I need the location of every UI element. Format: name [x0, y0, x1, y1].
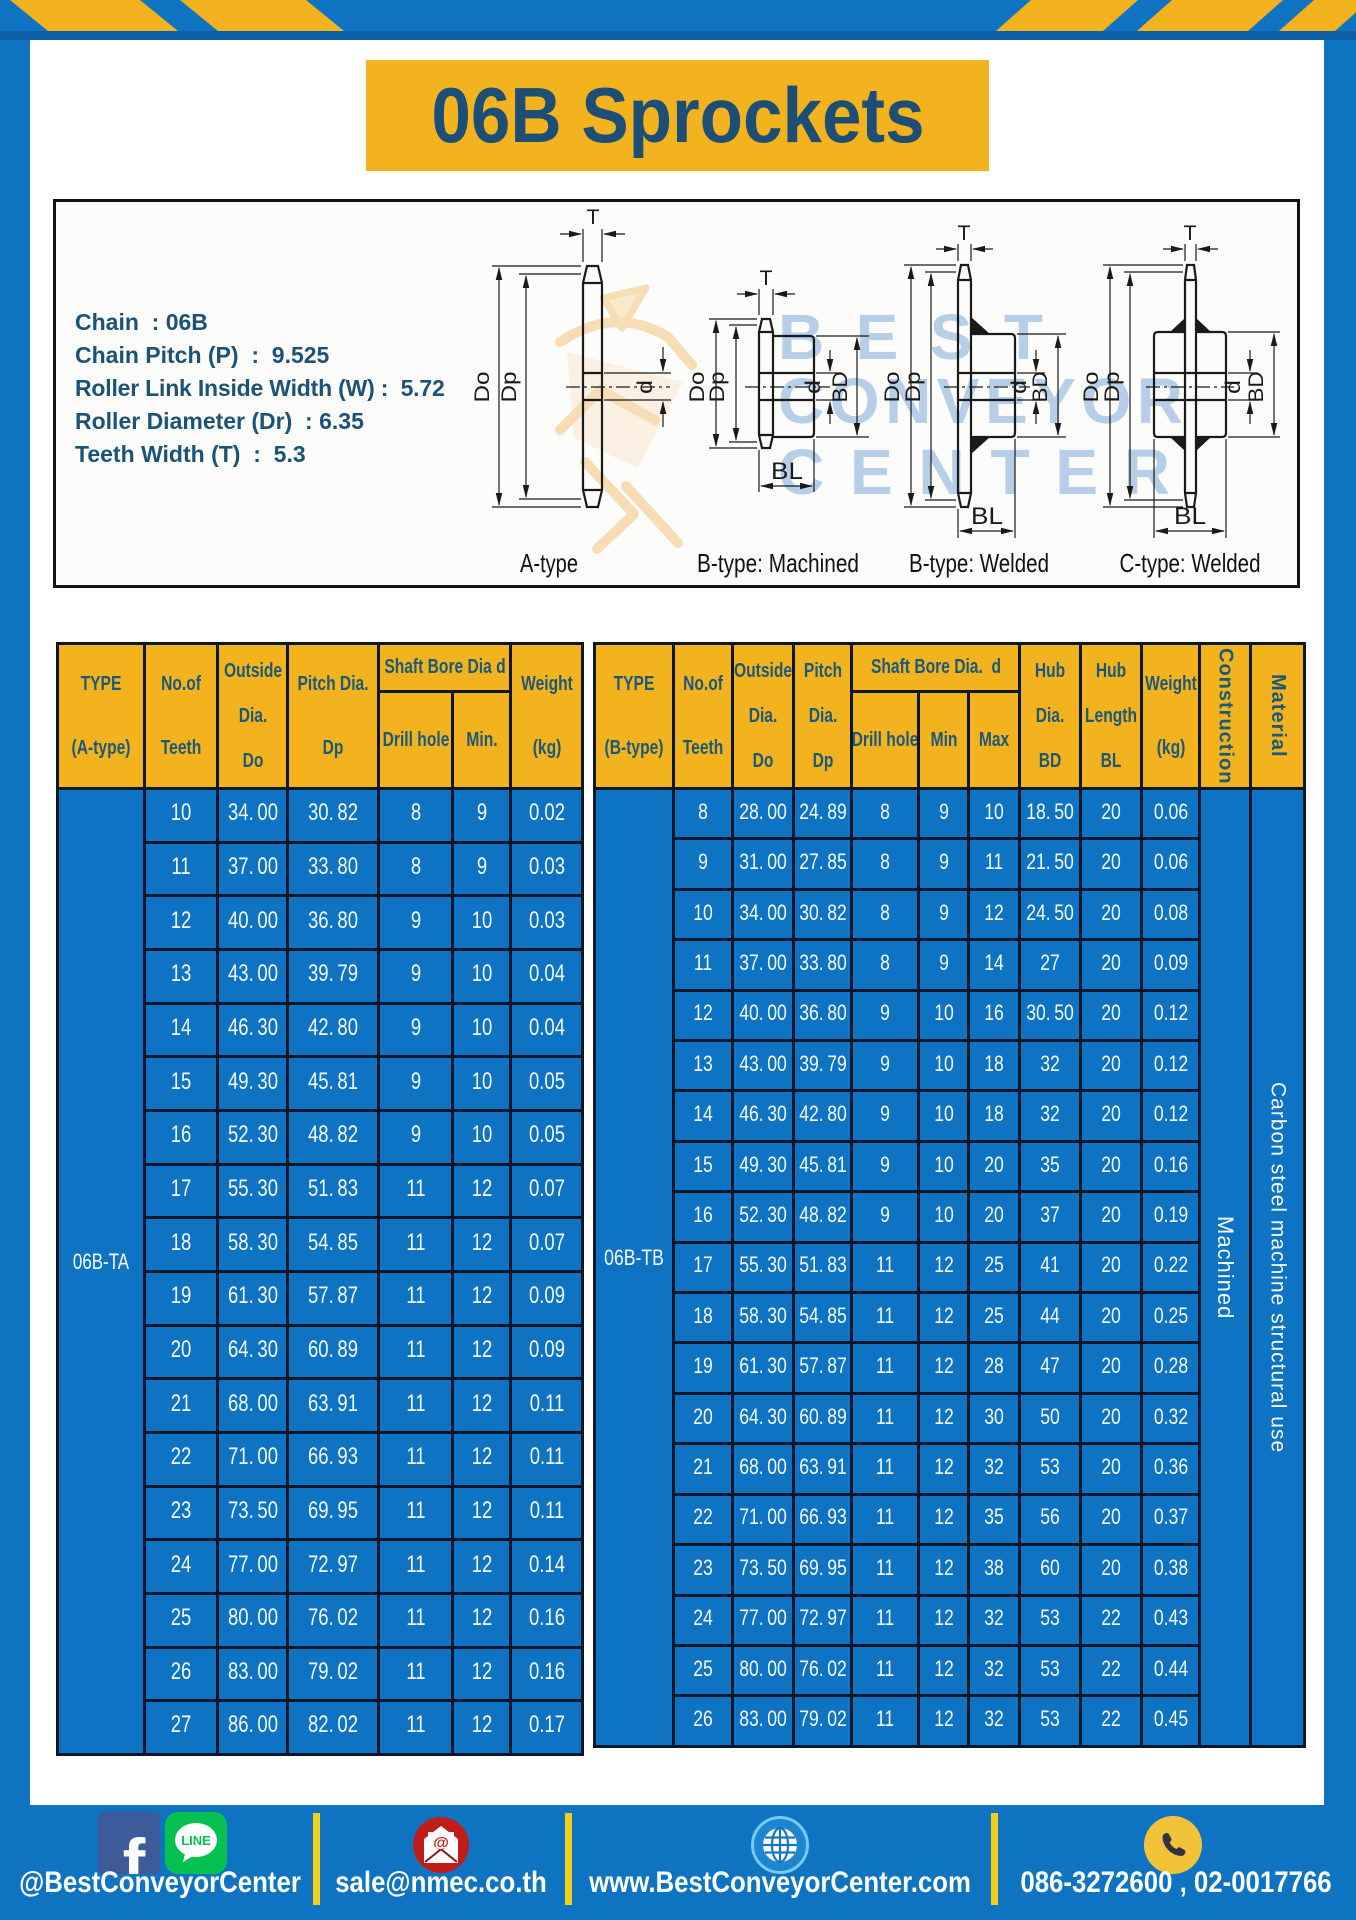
svg-text:f: f	[123, 1825, 146, 1874]
svg-text:Do: Do	[881, 372, 904, 403]
svg-text:T: T	[760, 267, 773, 290]
svg-text:BD: BD	[829, 372, 852, 403]
svg-text:BL: BL	[1174, 503, 1206, 530]
svg-text:B-type: Welded: B-type: Welded	[909, 548, 1049, 578]
svg-text:d: d	[634, 380, 657, 394]
svg-text:d: d	[1008, 380, 1031, 394]
svg-text:T: T	[958, 222, 971, 245]
svg-text:T: T	[1184, 222, 1197, 245]
svg-text:BD: BD	[1245, 372, 1268, 403]
svg-text:LINE: LINE	[181, 1833, 211, 1848]
svg-text:C-type: Welded: C-type: Welded	[1120, 548, 1261, 578]
svg-text:Dp: Dp	[902, 372, 925, 403]
svg-text:Dp: Dp	[1101, 372, 1124, 403]
svg-text:BD: BD	[1029, 372, 1052, 403]
svg-text:d: d	[1222, 380, 1245, 394]
svg-text:B-type: Machined: B-type: Machined	[697, 548, 859, 578]
svg-text:Do: Do	[1080, 372, 1103, 403]
svg-text:d: d	[802, 380, 825, 394]
svg-text:Do: Do	[471, 372, 494, 403]
svg-text:T: T	[587, 206, 600, 229]
svg-text:Dp: Dp	[706, 372, 729, 403]
svg-text:BL: BL	[771, 458, 803, 485]
svg-text:@: @	[433, 1835, 449, 1852]
svg-text:Dp: Dp	[498, 372, 521, 403]
svg-text:Do: Do	[686, 372, 709, 403]
svg-text:A-type: A-type	[520, 548, 578, 578]
svg-text:BL: BL	[971, 503, 1003, 530]
